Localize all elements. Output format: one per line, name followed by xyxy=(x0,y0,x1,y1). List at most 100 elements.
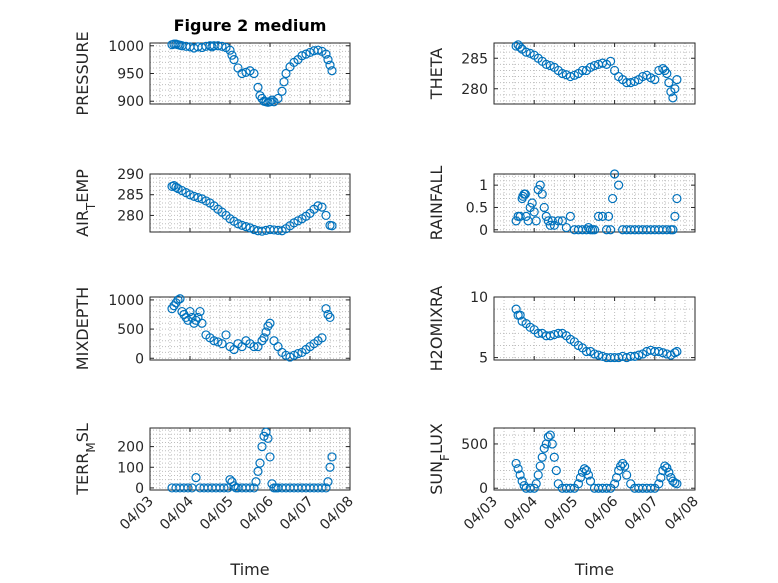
data-point xyxy=(245,483,255,493)
data-point xyxy=(233,219,243,229)
data-point xyxy=(173,295,183,305)
data-point xyxy=(301,49,311,59)
data-point xyxy=(537,452,547,462)
data-point xyxy=(520,189,530,199)
data-point xyxy=(630,351,640,361)
y-tick-label: 0.5 xyxy=(466,200,488,216)
data-point xyxy=(221,330,231,340)
data-point xyxy=(525,483,535,493)
data-point xyxy=(561,222,571,233)
data-point xyxy=(603,211,614,221)
y-axis-label: THETA xyxy=(427,48,446,100)
x-tick-label: 04/03 xyxy=(117,494,157,534)
data-point xyxy=(614,465,624,476)
y-tick-label: 950 xyxy=(117,67,144,83)
data-point xyxy=(265,97,275,107)
y-tick-label: 1 xyxy=(479,178,488,194)
data-point xyxy=(549,452,559,462)
data-point xyxy=(654,346,664,357)
data-point xyxy=(609,479,620,489)
data-point xyxy=(257,336,267,346)
data-point xyxy=(650,74,660,85)
data-point xyxy=(527,198,537,208)
data-point xyxy=(575,473,586,483)
data-point xyxy=(601,483,612,493)
y-axis-label: SUNFLUX xyxy=(427,423,452,495)
y-tick-label: 280 xyxy=(117,208,144,224)
x-tick-label: 04/06 xyxy=(582,493,622,533)
data-point xyxy=(662,68,672,79)
data-point xyxy=(253,466,263,476)
data-point xyxy=(589,60,600,71)
x-axis-label: Time xyxy=(229,560,269,579)
data-point xyxy=(281,68,291,79)
y-tick-label: 200 xyxy=(117,440,144,456)
data-point xyxy=(545,430,555,440)
subplot-rainfall: 0 0.5 1 RAINFALL xyxy=(427,166,696,240)
figure-title: Figure 2 medium xyxy=(174,16,327,35)
data-point xyxy=(581,465,592,476)
data-point xyxy=(259,333,269,343)
data-point xyxy=(327,452,337,462)
data-point xyxy=(261,327,271,337)
data-point xyxy=(622,470,632,480)
x-tick-label: 04/07 xyxy=(277,494,317,534)
data-point xyxy=(545,220,555,230)
subplot-theta: 280 285 THETA xyxy=(427,40,696,105)
data-point xyxy=(325,312,335,323)
data-point xyxy=(634,350,644,360)
data-point xyxy=(245,223,255,233)
data-point xyxy=(597,211,608,221)
data-point xyxy=(521,47,531,57)
data-point xyxy=(535,180,545,190)
data-point xyxy=(616,461,626,471)
data-point xyxy=(327,221,337,231)
data-point xyxy=(531,216,541,226)
x-tick-label: 04/04 xyxy=(501,493,541,533)
data-point xyxy=(626,78,636,88)
x-tick-label: 04/08 xyxy=(662,494,702,534)
data-point xyxy=(267,95,277,105)
data-point xyxy=(583,470,594,480)
data-point xyxy=(175,294,185,304)
data-point xyxy=(553,216,563,226)
data-point xyxy=(607,193,618,204)
data-point xyxy=(263,321,273,331)
y-tick-label: 280 xyxy=(461,82,488,98)
data-point xyxy=(664,78,674,88)
data-point xyxy=(593,211,604,221)
data-point xyxy=(517,476,527,486)
data-point xyxy=(317,333,327,343)
data-point xyxy=(670,211,680,221)
x-tick-label: 04/04 xyxy=(157,493,197,533)
data-point xyxy=(207,42,217,52)
x-tick-label: 04/05 xyxy=(541,494,581,534)
data-point xyxy=(209,336,219,346)
subplot-pressure: 900 950 1000 PRESSURE xyxy=(73,31,351,116)
data-point xyxy=(297,51,307,61)
data-point xyxy=(672,74,682,85)
data-point xyxy=(551,465,561,476)
data-point xyxy=(191,315,201,325)
y-tick-label: 900 xyxy=(117,94,144,110)
data-point xyxy=(654,479,664,489)
data-point xyxy=(189,191,199,201)
data-point xyxy=(317,202,327,212)
data-point xyxy=(565,211,575,221)
data-point xyxy=(261,427,271,437)
data-point xyxy=(255,458,265,468)
data-point xyxy=(521,211,531,221)
data-point xyxy=(241,222,251,232)
data-point xyxy=(293,348,303,359)
data-point xyxy=(321,483,331,493)
y-axis-label: H2OMIXRA xyxy=(427,286,446,372)
data-point xyxy=(323,477,333,487)
data-point xyxy=(672,479,682,489)
data-point xyxy=(565,71,575,82)
data-point xyxy=(553,328,563,338)
y-tick-label: 1000 xyxy=(108,39,144,55)
data-point xyxy=(249,68,259,79)
data-point xyxy=(249,483,259,493)
data-point xyxy=(543,432,553,442)
data-point xyxy=(670,348,680,358)
